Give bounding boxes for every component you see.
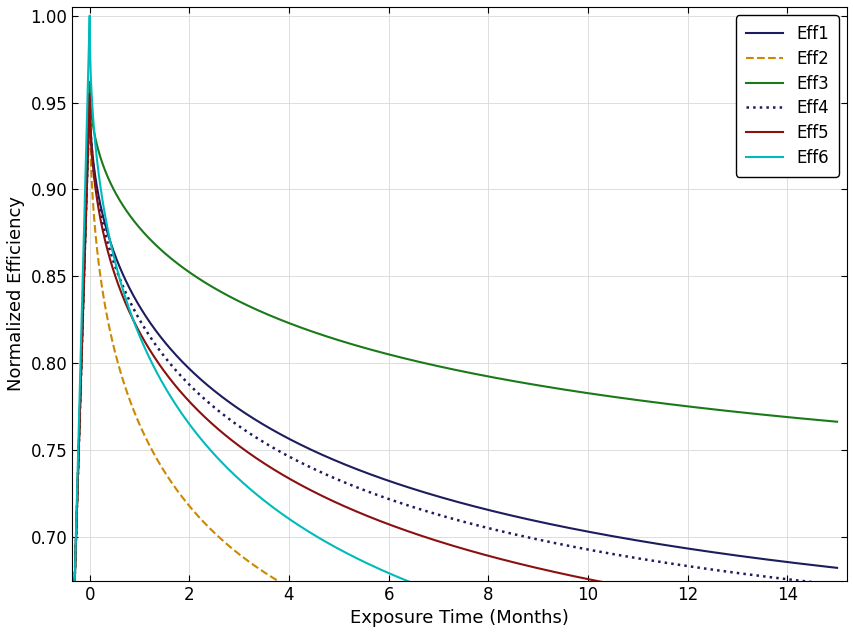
Eff4	[84, 90, 95, 98]
Eff5	[467, 548, 477, 555]
Eff6	[511, 614, 521, 621]
Eff1	[262, 424, 272, 431]
Eff2	[150, 452, 160, 460]
Eff3	[831, 418, 841, 425]
Eff2	[70, 577, 80, 585]
Eff1	[150, 326, 160, 333]
Eff3	[787, 414, 798, 422]
Eff3	[70, 577, 80, 585]
Eff6	[70, 577, 80, 585]
Eff1	[831, 564, 841, 572]
Eff6	[262, 500, 272, 507]
Eff4	[70, 577, 80, 585]
Line: Eff6: Eff6	[75, 16, 836, 634]
Eff4	[591, 547, 601, 555]
Eff4	[831, 581, 841, 588]
Eff3	[150, 240, 160, 248]
Eff3	[262, 311, 272, 318]
Eff1	[70, 577, 80, 585]
Eff5	[70, 577, 80, 585]
Eff1	[591, 529, 601, 537]
Eff1	[467, 502, 477, 510]
Eff6	[150, 365, 160, 373]
Eff1	[787, 559, 798, 567]
Eff4	[150, 340, 160, 348]
Eff4	[511, 531, 521, 539]
Eff5	[262, 462, 272, 469]
Legend: Eff1, Eff2, Eff3, Eff4, Eff5, Eff6: Eff1, Eff2, Eff3, Eff4, Eff5, Eff6	[735, 15, 838, 177]
Eff1	[511, 513, 521, 521]
Line: Eff1: Eff1	[75, 94, 836, 581]
Y-axis label: Normalized Efficiency: Normalized Efficiency	[7, 197, 25, 391]
Eff6	[467, 600, 477, 608]
Eff5	[150, 354, 160, 362]
Eff1	[84, 90, 95, 98]
Eff5	[787, 609, 798, 616]
Eff4	[787, 576, 798, 584]
Eff6	[84, 12, 95, 20]
X-axis label: Exposure Time (Months): Exposure Time (Months)	[350, 609, 568, 627]
Eff5	[831, 614, 841, 621]
Eff2	[262, 571, 272, 578]
Eff4	[467, 520, 477, 527]
Eff2	[84, 90, 95, 98]
Eff3	[591, 391, 601, 398]
Line: Eff3: Eff3	[75, 82, 836, 581]
Eff5	[84, 90, 95, 98]
Line: Eff5: Eff5	[75, 94, 836, 618]
Eff3	[467, 370, 477, 377]
Line: Eff4: Eff4	[75, 94, 836, 585]
Eff5	[591, 577, 601, 585]
Eff4	[262, 441, 272, 448]
Eff3	[84, 78, 95, 86]
Eff3	[511, 378, 521, 385]
Eff5	[511, 559, 521, 567]
Line: Eff2: Eff2	[75, 94, 836, 634]
